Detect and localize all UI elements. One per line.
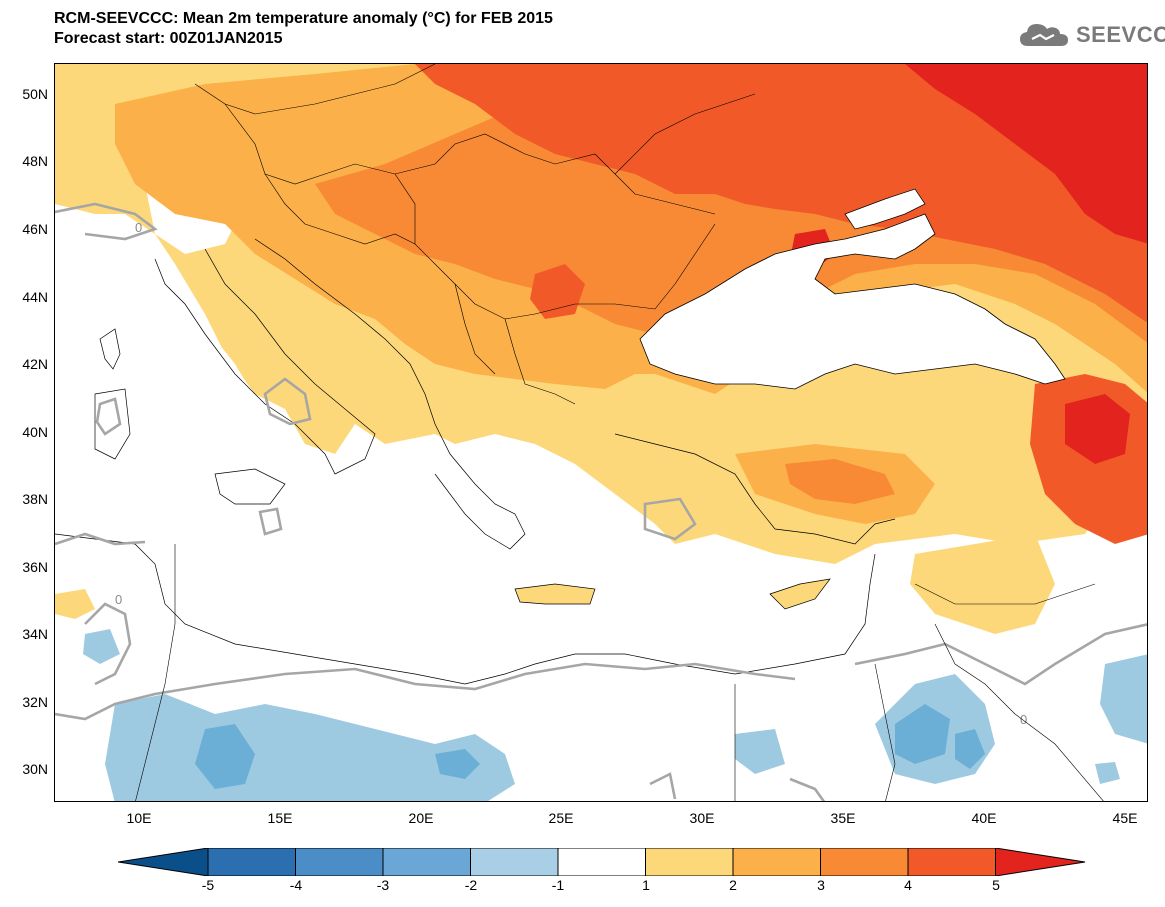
lat-label: 36N <box>22 559 48 575</box>
coastline-balkans <box>254 238 526 550</box>
colorbar-label: 2 <box>729 877 737 893</box>
colorbar-label: -5 <box>201 877 215 893</box>
logo-text: SEEVCCC <box>1076 22 1165 47</box>
colorbar-label: 1 <box>642 877 650 893</box>
map-title: RCM-SEEVCCC: Mean 2m temperature anomaly… <box>54 10 553 27</box>
forecast-start-subtitle: Forecast start: 00Z01JAN2015 <box>54 30 283 47</box>
contour-label-0-c: 0 <box>1020 712 1027 727</box>
lon-label: 10E <box>126 810 152 826</box>
lat-label: 46N <box>22 221 48 237</box>
colorbar <box>118 848 1086 876</box>
temperature-anomaly-map: 0 0 0 <box>54 63 1148 802</box>
map-canvas: 0 0 0 <box>55 64 1147 801</box>
lon-label: 40E <box>971 810 997 826</box>
colorbar-label: -1 <box>551 877 565 893</box>
anomaly-region-pos5 <box>905 64 1147 244</box>
country-borders <box>135 64 1104 801</box>
black-sea <box>639 213 1066 390</box>
lon-label: 45E <box>1112 810 1138 826</box>
contour-label-0: 0 <box>135 220 142 235</box>
lat-label: 38N <box>22 491 48 507</box>
lon-label: 15E <box>267 810 293 826</box>
colorbar-label: 3 <box>817 877 825 893</box>
colorbar-label: -2 <box>464 877 478 893</box>
contour-label-0-b: 0 <box>115 592 122 607</box>
colorbar-label: -3 <box>376 877 390 893</box>
anomaly-region-neg2-middle-east <box>895 704 950 764</box>
lon-label: 35E <box>830 810 856 826</box>
coastline-turkey <box>614 433 896 545</box>
zero-contours <box>55 202 1147 801</box>
lat-label: 40N <box>22 424 48 440</box>
lat-label: 30N <box>22 761 48 777</box>
lon-label: 20E <box>408 810 434 826</box>
anomaly-region-neg2-africa <box>195 724 255 789</box>
lon-label: 25E <box>548 810 574 826</box>
colorbar-label: 4 <box>904 877 912 893</box>
lat-label: 32N <box>22 694 48 710</box>
coastline-italy <box>154 248 376 475</box>
colorbar-left-arrow <box>118 848 209 876</box>
lat-label: 42N <box>22 356 48 372</box>
anomaly-region-pos4 <box>415 64 1147 323</box>
lat-label: 50N <box>22 86 48 102</box>
lat-label: 44N <box>22 289 48 305</box>
seevccc-logo: SEEVCCC <box>1018 20 1165 50</box>
lat-label: 48N <box>22 153 48 169</box>
cloud-icon <box>1020 24 1068 46</box>
colorbar-right-arrow <box>995 848 1086 876</box>
lon-label: 30E <box>689 810 715 826</box>
coastline-north-africa <box>55 533 876 685</box>
lat-label: 34N <box>22 626 48 642</box>
colorbar-label: 5 <box>992 877 1000 893</box>
colorbar-label: -4 <box>289 877 303 893</box>
